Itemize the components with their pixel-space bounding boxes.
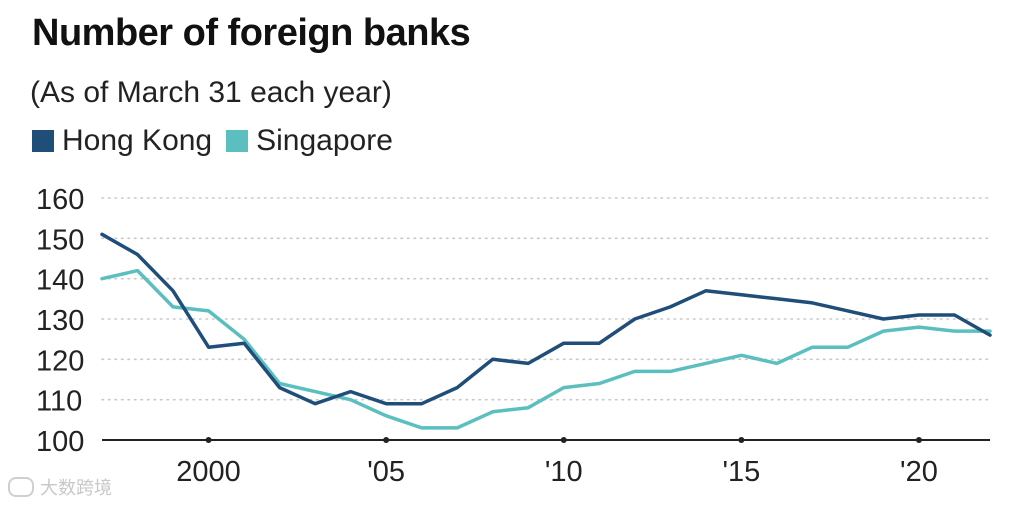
chart-title: Number of foreign banks [32, 12, 471, 54]
y-tick-label: 110 [36, 386, 82, 418]
legend-item-singapore: Singapore [226, 124, 393, 158]
y-tick-label: 120 [36, 345, 84, 377]
x-tick-label: '15 [722, 456, 760, 488]
y-tick-label: 160 [36, 184, 84, 216]
y-tick-label: 100 [36, 426, 84, 458]
watermark-text: 大数跨境 [40, 478, 112, 498]
x-tick-mark [560, 437, 567, 443]
x-tick-mark [383, 437, 390, 443]
y-tick-label: 130 [36, 305, 84, 337]
legend-label-hong-kong: Hong Kong [62, 124, 213, 157]
legend: Hong Kong Singapore [32, 124, 407, 158]
series-line-hong-kong [100, 232, 992, 406]
x-tick-label: 2000 [176, 456, 241, 488]
series-line-singapore [100, 268, 992, 430]
x-tick-label: '10 [545, 456, 583, 488]
legend-swatch-singapore [226, 130, 249, 152]
y-tick-label: 150 [36, 224, 84, 256]
x-tick-mark [915, 437, 922, 443]
legend-item-hong-kong: Hong Kong [32, 124, 212, 158]
watermark-logo-icon [8, 477, 34, 497]
watermark: 大数跨境 [8, 474, 112, 500]
x-tick-label: '20 [900, 456, 938, 488]
legend-label-singapore: Singapore [256, 124, 393, 157]
x-tick-mark [205, 437, 212, 443]
y-tick-label: 140 [36, 265, 84, 297]
chart-subtitle: (As of March 31 each year) [30, 76, 392, 109]
x-tick-mark [738, 437, 745, 443]
x-tick-label: '05 [367, 456, 405, 488]
legend-swatch-hong-kong [32, 130, 54, 152]
